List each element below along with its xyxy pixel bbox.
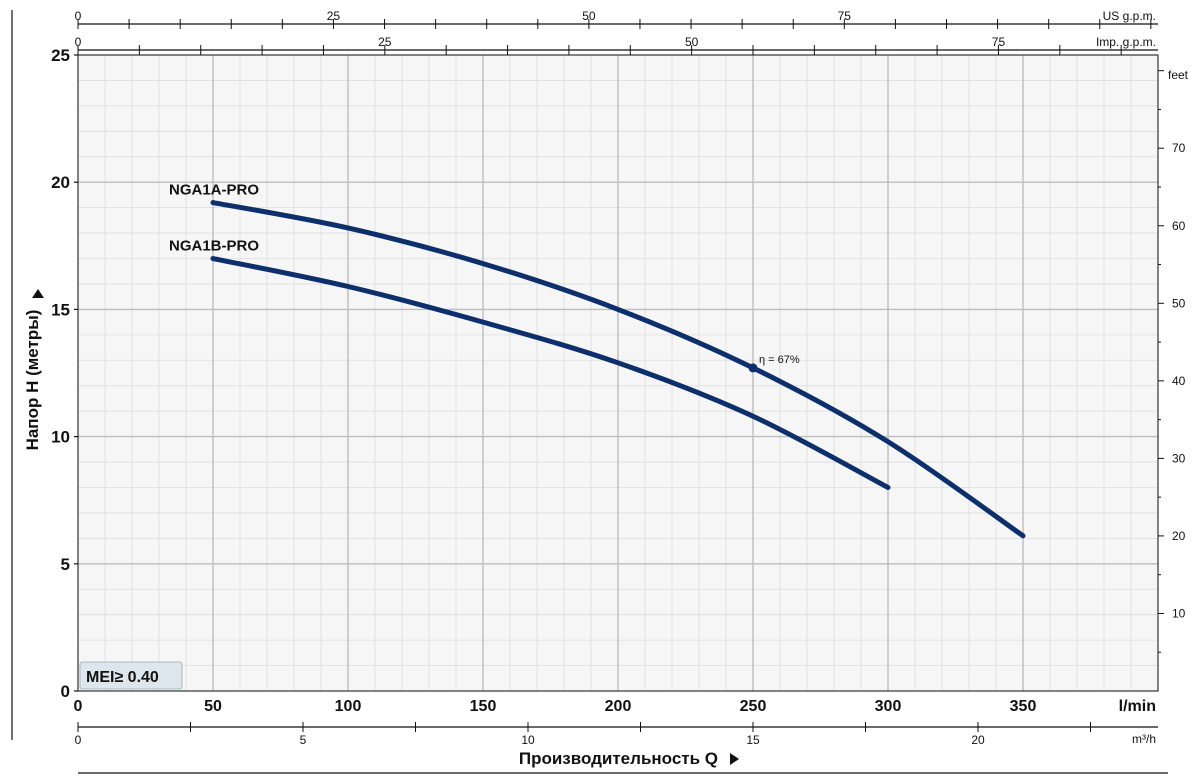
- feet-tick-label: 50: [1172, 296, 1186, 310]
- y-tick-label: 0: [61, 682, 70, 701]
- x-tick-label: 100: [335, 698, 362, 715]
- imp-gpm-unit-label: Imp. g.p.m.: [1096, 35, 1156, 49]
- axis-ticks: [74, 19, 1164, 732]
- x-tick-label: 50: [204, 698, 222, 715]
- efficiency-label: η = 67%: [759, 354, 800, 366]
- imp-gpm-tick-label: 50: [685, 35, 699, 49]
- x-axis-title: Производительность Q: [519, 749, 718, 768]
- feet-tick-label: 70: [1172, 141, 1186, 155]
- series-label-nga1a-pro: NGA1A-PRO: [169, 182, 259, 199]
- imp-gpm-tick-label: 75: [992, 35, 1006, 49]
- m3h-tick-label: 0: [75, 733, 82, 747]
- y-tick-label: 15: [51, 300, 70, 319]
- y-axis-title: Напор H (метры): [23, 310, 42, 451]
- m3h-unit-label: m³/h: [1132, 732, 1156, 746]
- mei-badge: MEI≥ 0.40: [86, 669, 159, 686]
- series-layer: NGA1A-PRO NGA1B-PRO η = 67%: [169, 182, 1026, 539]
- m3h-tick-label: 10: [521, 733, 535, 747]
- x-axis-arrow-icon: [730, 753, 739, 765]
- x-tick-label: 250: [740, 698, 767, 715]
- us-gpm-tick-label: 25: [327, 9, 341, 23]
- imp-gpm-tick-label: 0: [75, 35, 82, 49]
- feet-tick-label: 20: [1172, 529, 1186, 543]
- x-unit-label: l/min: [1119, 698, 1156, 715]
- y-tick-label: 25: [51, 46, 70, 65]
- y-axis-title-group: Напор H (метры): [23, 289, 44, 450]
- feet-unit-label: feet: [1168, 68, 1189, 82]
- mei-badge-box: [79, 661, 183, 690]
- series-label-nga1b-pro: NGA1B-PRO: [169, 238, 259, 255]
- feet-tick-label: 30: [1172, 451, 1186, 465]
- series-line-nga1a-pro: [210, 200, 1026, 539]
- x-tick-label: 300: [875, 698, 902, 715]
- us-gpm-tick-label: 50: [582, 9, 596, 23]
- y-axis-arrow-icon: [32, 289, 44, 298]
- plot-frame: [77, 54, 1159, 692]
- imp-gpm-tick-label: 25: [378, 35, 392, 49]
- x-tick-label: 0: [74, 698, 83, 715]
- m3h-tick-label: 5: [300, 733, 307, 747]
- x-tick-label: 200: [605, 698, 632, 715]
- x-axis-title-group: Производительность Q: [519, 749, 739, 768]
- m3h-tick-label: 15: [746, 733, 760, 747]
- series-line-nga1b-pro: [210, 256, 891, 490]
- x-tick-label: 350: [1010, 698, 1037, 715]
- y-tick-label: 20: [51, 173, 70, 192]
- major-grid: [78, 55, 1158, 691]
- us-gpm-unit-label: US g.p.m.: [1103, 9, 1156, 23]
- us-gpm-tick-label: 0: [75, 9, 82, 23]
- us-gpm-tick-label: 75: [838, 9, 852, 23]
- feet-tick-label: 60: [1172, 219, 1186, 233]
- feet-tick-label: 40: [1172, 374, 1186, 388]
- feet-tick-label: 10: [1172, 606, 1186, 620]
- y-tick-label: 5: [61, 555, 70, 574]
- y-tick-label: 10: [51, 428, 70, 447]
- m3h-tick-label: 20: [971, 733, 985, 747]
- x-tick-label: 150: [470, 698, 497, 715]
- efficiency-point: [748, 363, 758, 373]
